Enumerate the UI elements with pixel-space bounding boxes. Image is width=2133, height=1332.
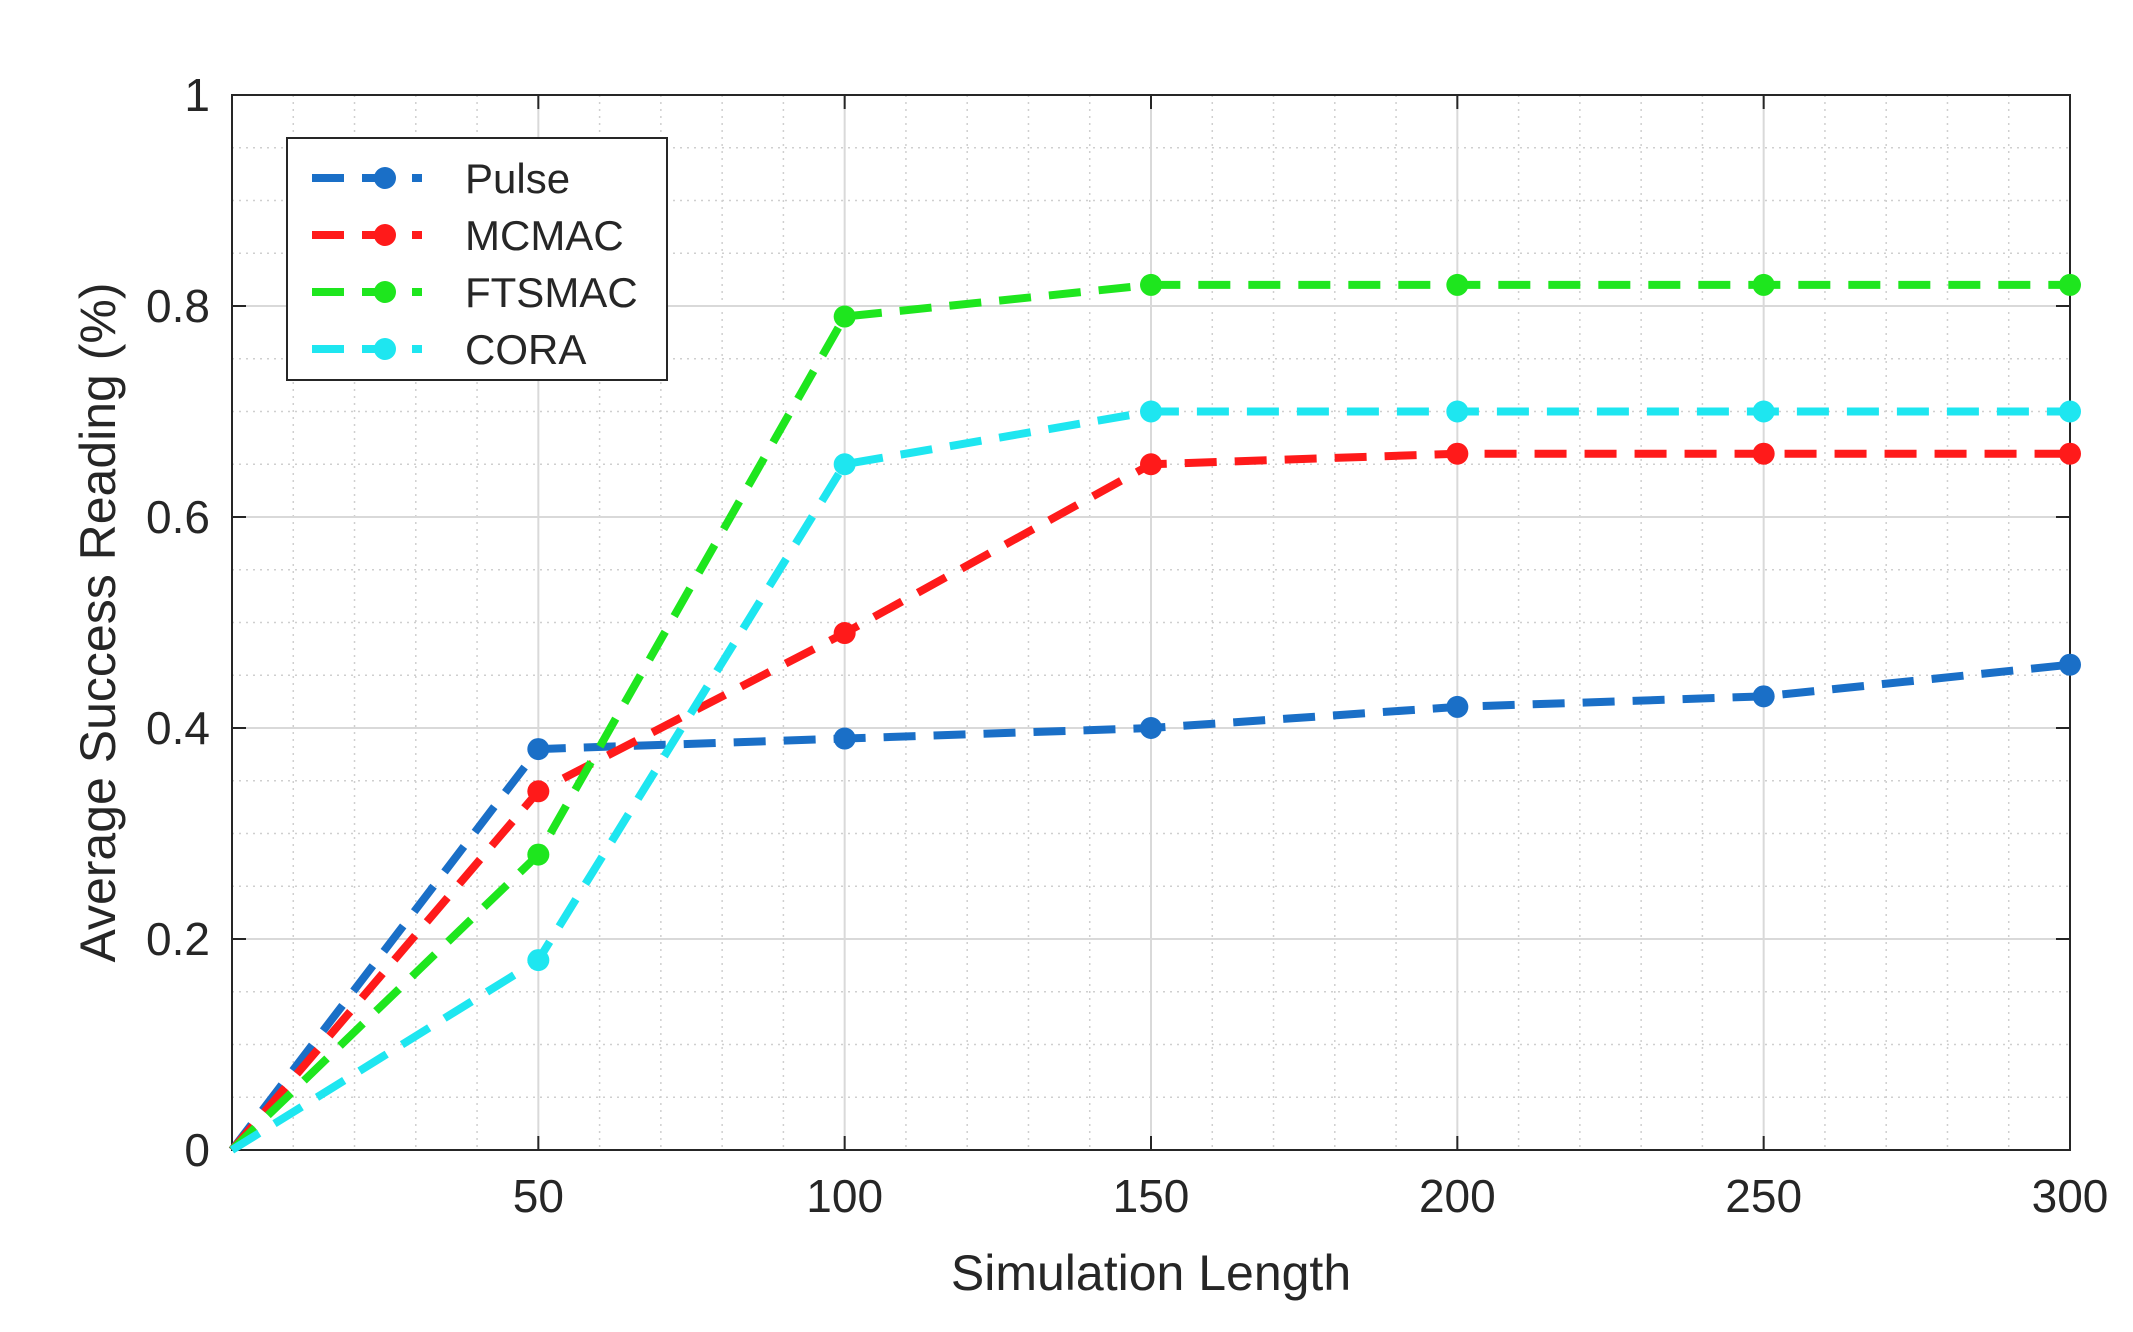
legend: Pulse MCMAC FTSMAC CORA <box>286 137 668 381</box>
data-point-cora <box>1752 400 1775 423</box>
y-tick-label: 0 <box>184 1124 210 1176</box>
legend-marker-mcmac <box>374 224 396 246</box>
x-tick-label: 100 <box>806 1170 883 1222</box>
y-tick-label: 0.6 <box>146 491 210 543</box>
legend-marker-pulse <box>374 167 396 189</box>
data-point-pulse <box>1446 695 1469 718</box>
data-point-cora <box>2059 400 2081 423</box>
x-tick-label: 300 <box>2032 1170 2109 1222</box>
data-point-ftsmac <box>833 305 856 328</box>
data-point-ftsmac <box>1140 273 1162 296</box>
y-tick-label: 0.8 <box>146 280 210 332</box>
data-point-mcmac <box>527 780 550 803</box>
data-point-mcmac <box>2059 442 2081 465</box>
data-point-pulse <box>833 727 856 750</box>
x-tick-labels: 50 100 150 200 250 300 <box>513 1170 2109 1222</box>
x-tick-label: 150 <box>1113 1170 1190 1222</box>
data-point-cora <box>833 453 856 476</box>
data-point-ftsmac <box>1752 273 1775 296</box>
x-tick-label: 200 <box>1419 1170 1496 1222</box>
data-point-pulse <box>2059 653 2081 676</box>
data-point-cora <box>527 949 550 972</box>
y-tick-label: 1 <box>184 69 210 121</box>
axis-ticks <box>232 94 2071 1151</box>
legend-label-ftsmac: FTSMAC <box>465 269 638 316</box>
data-point-mcmac <box>833 622 856 645</box>
legend-items: Pulse MCMAC FTSMAC CORA <box>312 155 638 373</box>
y-tick-label: 0.2 <box>146 913 210 965</box>
data-point-cora <box>1446 400 1469 423</box>
data-point-ftsmac <box>2059 273 2081 296</box>
data-point-pulse <box>1140 717 1162 739</box>
legend-box <box>286 137 668 381</box>
data-point-ftsmac <box>527 843 550 866</box>
legend-label-mcmac: MCMAC <box>465 212 624 259</box>
data-point-pulse <box>527 738 550 761</box>
legend-marker-cora <box>374 338 396 360</box>
data-point-mcmac <box>1446 442 1469 465</box>
data-point-cora <box>1140 400 1162 423</box>
legend-label-cora: CORA <box>465 326 586 373</box>
data-point-pulse <box>1752 685 1775 708</box>
legend-marker-ftsmac <box>374 281 396 303</box>
series-lines <box>228 273 2081 1154</box>
y-tick-label: 0.4 <box>146 702 210 754</box>
data-point-mcmac <box>1140 453 1162 476</box>
legend-label-pulse: Pulse <box>465 155 570 202</box>
data-point-ftsmac <box>1446 273 1469 296</box>
x-tick-label: 250 <box>1725 1170 1802 1222</box>
y-axis-label: Average Success Reading (%) <box>70 283 126 963</box>
x-axis-label: Simulation Length <box>951 1245 1351 1301</box>
data-point-mcmac <box>1752 442 1775 465</box>
y-tick-labels: 0 0.2 0.4 0.6 0.8 1 <box>146 69 210 1176</box>
x-tick-label: 50 <box>513 1170 564 1222</box>
